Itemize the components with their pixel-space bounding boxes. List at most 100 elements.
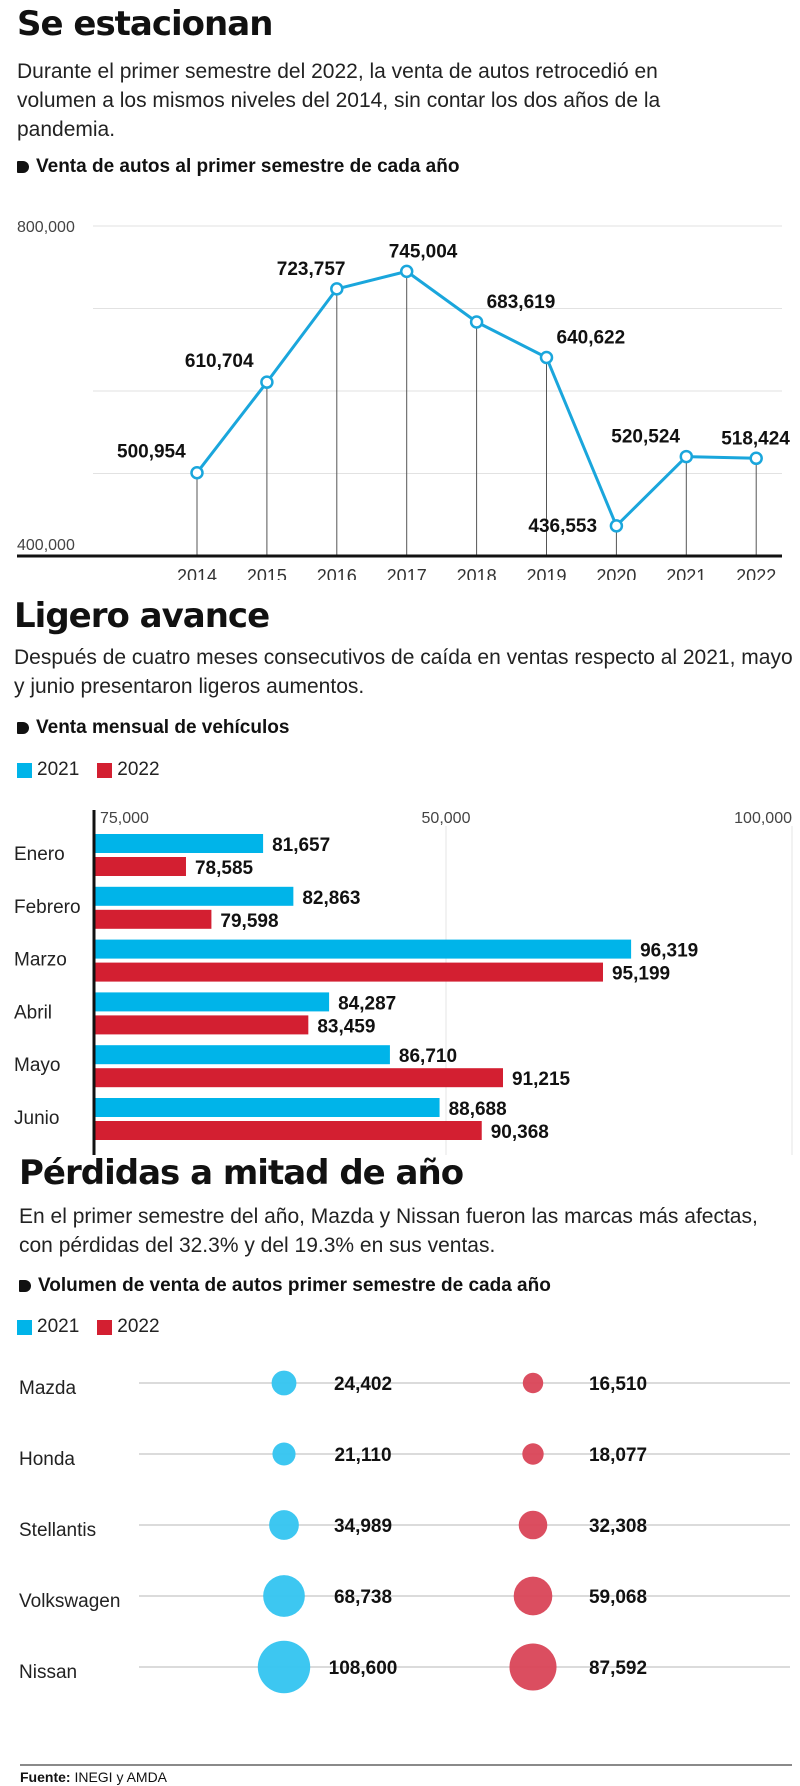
legend-label-2022: 2022 xyxy=(117,759,160,780)
section3-lede: En el primer semestre del año, Mazda y N… xyxy=(19,1205,758,1257)
data-point xyxy=(469,315,484,329)
bubble-value-label: 68,738 xyxy=(334,1587,392,1608)
data-label: 723,757 xyxy=(277,259,346,280)
bar-2021 xyxy=(95,886,294,906)
section3-subtitle-text: Volumen de venta de autos primer semestr… xyxy=(38,1275,551,1296)
data-point xyxy=(609,519,624,533)
bar-2022 xyxy=(95,1068,503,1088)
bullet-icon xyxy=(17,722,29,734)
data-label: 610,704 xyxy=(185,351,254,372)
bar-value-label: 90,368 xyxy=(491,1122,549,1143)
category-label: Abril xyxy=(14,1002,52,1023)
bar-value-label: 96,319 xyxy=(640,941,698,962)
source-note: Fuente: INEGI y AMDA xyxy=(20,1769,167,1785)
data-label: 683,619 xyxy=(487,292,556,313)
category-label: Enero xyxy=(14,844,65,865)
bubble-2021 xyxy=(263,1575,305,1617)
x-tick-label: 2022 xyxy=(736,566,776,580)
bubble-2021 xyxy=(269,1510,299,1540)
bubble-chart: Mazda 24,402 16,510 Honda 21,110 18,077 Stella… xyxy=(19,1370,790,1694)
bubble-legend: 2021 2022 xyxy=(17,1316,178,1338)
bubble-2022 xyxy=(509,1643,557,1691)
legend-item-2022: 2022 xyxy=(97,1316,160,1338)
source-label: Fuente: xyxy=(20,1769,71,1785)
x-tick-label: 50,000 xyxy=(422,810,471,827)
x-tick-label: 2014 xyxy=(177,566,217,580)
legend-swatch-2021 xyxy=(17,762,32,778)
legend-item-2021: 2021 xyxy=(17,759,79,781)
section2-lede: Después de cuatro meses consecutivos de … xyxy=(14,646,793,698)
x-tick-label: 2020 xyxy=(596,566,636,580)
data-point xyxy=(679,449,694,464)
category-label: Marzo xyxy=(14,950,67,971)
legend-label-2021: 2021 xyxy=(37,759,80,780)
bar-2021 xyxy=(95,939,632,959)
data-label: 640,622 xyxy=(557,327,626,348)
bar-2021 xyxy=(95,1045,390,1065)
bar-2022 xyxy=(95,1121,482,1140)
bar-legend: 2021 2022 xyxy=(17,759,178,781)
legend-label-2022: 2022 xyxy=(117,1316,160,1337)
section1-subtitle: Venta de autos al primer semestre de cad… xyxy=(17,156,459,178)
bar-value-label: 91,215 xyxy=(512,1069,571,1090)
brand-label: Volkswagen xyxy=(19,1591,120,1612)
bubble-2022 xyxy=(518,1510,548,1540)
section2-subtitle: Venta mensual de vehículos xyxy=(17,717,289,739)
section1-subtitle-text: Venta de autos al primer semestre de cad… xyxy=(36,156,460,177)
bar-value-label: 79,598 xyxy=(220,911,278,932)
x-tick-label: 2021 xyxy=(666,566,706,580)
legend-swatch-2022 xyxy=(97,1319,113,1335)
line-chart: 800,000 400,000 500,954 2014 610,704 2015 723,… xyxy=(17,219,790,580)
bubble-value-label: 18,077 xyxy=(589,1445,647,1466)
bar-value-label: 83,459 xyxy=(317,1016,375,1037)
section3-subtitle: Volumen de venta de autos primer semestr… xyxy=(19,1275,551,1297)
x-tick-label: 75,000 xyxy=(100,810,149,827)
brand-label: Nissan xyxy=(19,1662,77,1683)
data-point xyxy=(260,375,274,389)
data-label: 436,553 xyxy=(528,516,597,537)
bubble-2021 xyxy=(272,1442,296,1466)
brand-label: Mazda xyxy=(19,1378,76,1399)
x-tick-label: 100,000 xyxy=(734,810,792,827)
bubble-value-label: 34,989 xyxy=(334,1516,392,1537)
y-tick-label: 400,000 xyxy=(17,537,75,554)
section1-lede: Durante el primer semestre del 2022, la … xyxy=(17,60,661,141)
legend-swatch-2022 xyxy=(97,762,113,778)
bubble-value-label: 32,308 xyxy=(589,1516,647,1537)
section1-title: Se estacionan xyxy=(17,4,273,44)
section3-title: Pérdidas a mitad de año xyxy=(19,1153,464,1193)
category-label: Junio xyxy=(14,1108,59,1129)
bubble-value-label: 87,592 xyxy=(589,1658,647,1679)
data-label: 745,004 xyxy=(389,241,458,262)
x-tick-label: 2019 xyxy=(526,566,566,580)
bar-2021 xyxy=(95,992,330,1012)
bubble-2021 xyxy=(257,1640,311,1694)
bar-value-label: 78,585 xyxy=(195,858,254,879)
data-label: 518,424 xyxy=(721,428,790,449)
bar-2022 xyxy=(95,1015,309,1035)
x-tick-label: 2016 xyxy=(317,566,357,580)
brand-label: Honda xyxy=(19,1449,75,1470)
bubble-value-label: 59,068 xyxy=(589,1587,647,1608)
bubble-2022 xyxy=(522,1443,544,1465)
data-label: 520,524 xyxy=(611,427,680,448)
legend-item-2022: 2022 xyxy=(97,759,160,781)
data-point xyxy=(330,282,344,296)
bar-2022 xyxy=(95,962,603,982)
bar-2022 xyxy=(95,909,212,929)
bar-value-label: 81,657 xyxy=(272,835,330,856)
bar-value-label: 88,688 xyxy=(449,1099,507,1120)
data-point xyxy=(749,451,763,466)
footer-divider xyxy=(20,1764,792,1766)
legend-item-2021: 2021 xyxy=(17,1316,79,1338)
bar-value-label: 86,710 xyxy=(399,1046,457,1067)
section2-subtitle-text: Venta mensual de vehículos xyxy=(36,717,290,738)
bubble-value-label: 16,510 xyxy=(589,1374,647,1395)
brand-label: Stellantis xyxy=(19,1520,96,1541)
bubble-2021 xyxy=(271,1370,297,1396)
legend-swatch-2021 xyxy=(17,1319,32,1335)
category-label: Mayo xyxy=(14,1055,60,1076)
data-point xyxy=(539,350,554,365)
bullet-icon xyxy=(17,161,29,173)
data-point xyxy=(190,465,204,480)
